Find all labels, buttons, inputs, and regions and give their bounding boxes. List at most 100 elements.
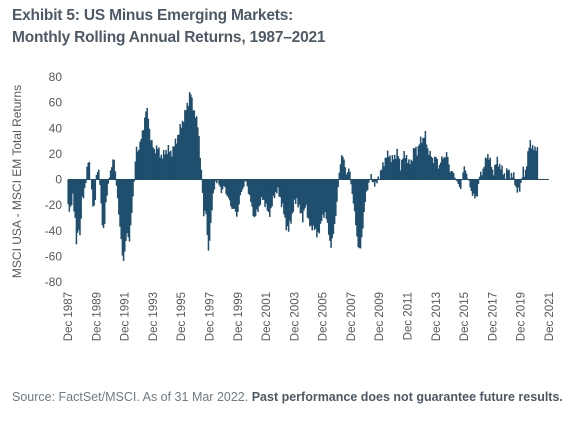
y-tick-label: -20 xyxy=(45,198,63,212)
y-tick-label: 60 xyxy=(49,96,63,110)
bar xyxy=(200,169,203,180)
bar xyxy=(314,179,317,229)
bar xyxy=(278,179,280,197)
bar xyxy=(534,146,536,180)
bar xyxy=(115,179,118,186)
bar xyxy=(211,179,213,211)
bar xyxy=(441,156,443,180)
bar xyxy=(388,157,390,180)
bar xyxy=(368,179,370,183)
bar xyxy=(306,179,309,218)
bar xyxy=(422,138,424,180)
bar xyxy=(257,179,259,212)
bar xyxy=(225,179,227,195)
chart-title-line-2: Monthly Rolling Annual Returns, 1987–202… xyxy=(12,29,326,46)
bar xyxy=(279,179,282,198)
bar xyxy=(162,150,165,180)
bar xyxy=(88,161,91,180)
bar xyxy=(101,179,104,226)
bar xyxy=(304,179,306,208)
bar xyxy=(124,179,126,252)
bar xyxy=(529,140,532,180)
bar xyxy=(157,148,159,180)
bar xyxy=(237,179,239,212)
bar xyxy=(147,118,150,180)
bar xyxy=(325,179,328,219)
bar xyxy=(93,179,95,206)
bar xyxy=(389,155,391,180)
bar xyxy=(480,171,482,180)
bar xyxy=(326,179,329,223)
bar xyxy=(487,154,489,180)
y-axis-label-group: MSCI USA - MSCI EM Total Returns xyxy=(10,85,24,278)
bar xyxy=(213,179,216,190)
bar xyxy=(289,179,291,221)
bar xyxy=(118,179,120,215)
bar xyxy=(320,179,323,221)
bar xyxy=(210,179,212,223)
x-tick-label: Dec 1987 xyxy=(63,292,75,341)
bar xyxy=(135,146,138,180)
bar xyxy=(495,164,497,180)
bar xyxy=(434,156,436,180)
bar xyxy=(129,179,132,226)
bar xyxy=(510,172,513,180)
bar xyxy=(491,169,494,180)
bar xyxy=(452,173,455,180)
bar xyxy=(478,176,481,180)
bar xyxy=(76,179,79,233)
bar xyxy=(370,174,372,180)
bar xyxy=(365,179,368,192)
bar xyxy=(197,127,199,180)
bar xyxy=(330,179,332,248)
bar xyxy=(418,144,421,180)
bar xyxy=(353,179,356,212)
x-tick-label: Dec 1999 xyxy=(233,292,245,341)
bar xyxy=(508,169,510,180)
bar xyxy=(171,156,173,180)
bar xyxy=(125,179,127,241)
bar xyxy=(169,150,172,180)
bar xyxy=(319,179,322,224)
bar xyxy=(145,111,147,180)
bar xyxy=(94,179,97,200)
bar xyxy=(327,179,330,235)
bar xyxy=(333,179,336,225)
bar xyxy=(476,179,479,197)
y-axis-ticks: 80 60 40 20 0 -20 -40 -60 -80 xyxy=(45,70,63,289)
y-axis-label: MSCI USA - MSCI EM Total Returns xyxy=(10,85,24,278)
bar xyxy=(80,179,82,219)
bar xyxy=(172,146,174,180)
bar xyxy=(134,161,137,180)
bar xyxy=(178,134,180,180)
bar xyxy=(528,147,530,180)
bar xyxy=(451,171,454,180)
bar xyxy=(459,179,462,190)
bar xyxy=(296,179,298,199)
bar xyxy=(85,179,87,183)
bar xyxy=(173,146,176,180)
bar xyxy=(509,178,512,180)
bar xyxy=(265,179,267,204)
bar xyxy=(72,179,74,194)
bar xyxy=(404,157,407,180)
bar xyxy=(243,179,245,187)
bar xyxy=(261,179,264,200)
bar xyxy=(153,149,155,180)
bar xyxy=(116,179,119,199)
bar xyxy=(311,179,313,231)
x-tick-label: Dec 1995 xyxy=(176,292,188,341)
bar xyxy=(191,97,193,180)
bar xyxy=(423,137,425,180)
bar xyxy=(184,110,186,180)
bar xyxy=(429,150,431,180)
bar xyxy=(74,179,77,218)
bar xyxy=(226,179,229,196)
source-text: Source: FactSet/MSCI. As of 31 Mar 2022. xyxy=(12,390,252,404)
bar xyxy=(362,179,364,229)
bar xyxy=(436,158,438,180)
bar xyxy=(220,179,223,194)
bar xyxy=(426,148,429,180)
bar xyxy=(336,179,338,202)
bar xyxy=(67,179,69,205)
